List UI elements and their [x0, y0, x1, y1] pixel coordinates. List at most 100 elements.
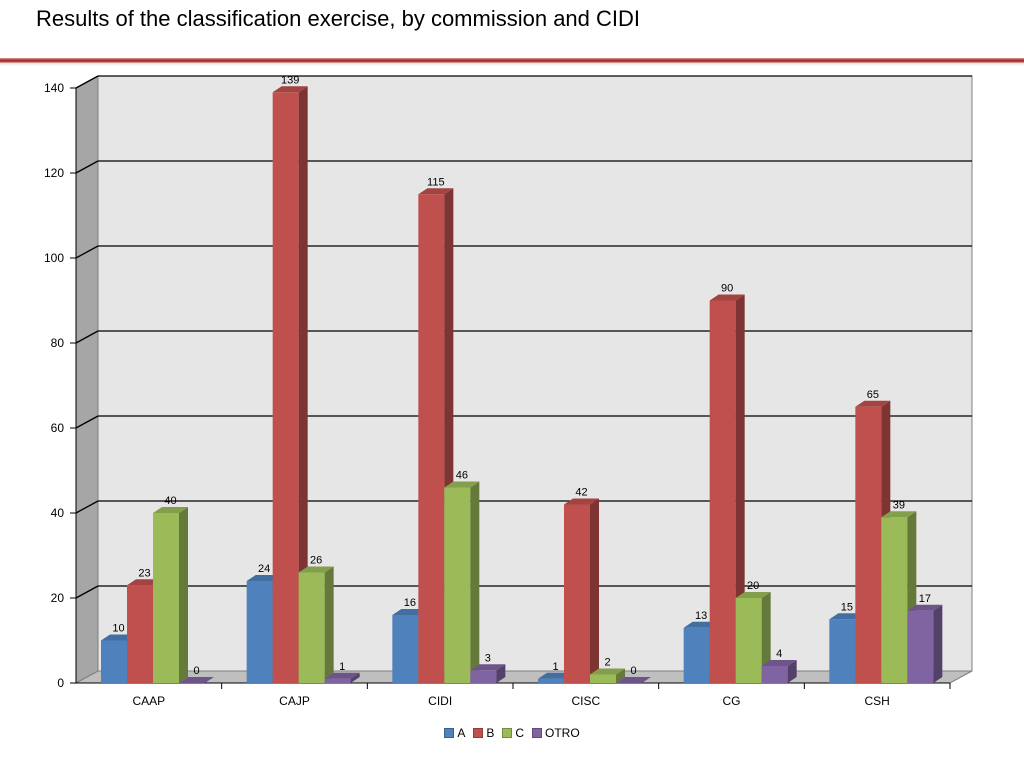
bar-OTRO-CG	[761, 666, 788, 683]
bar-A-CIDI	[392, 615, 419, 683]
legend-label: A	[457, 726, 466, 740]
data-label-B-CSH: 65	[867, 389, 879, 401]
bar-top-C-CIDI	[444, 481, 480, 488]
legend-swatch	[502, 728, 513, 738]
legend-swatch	[532, 728, 543, 738]
bar-top-C-CAAP	[153, 507, 188, 513]
y-tick-label: 20	[51, 591, 65, 605]
data-label-OTRO-CSH: 17	[919, 593, 931, 605]
data-label-A-CG: 13	[695, 610, 707, 622]
bar-top-C-CSH	[881, 511, 917, 518]
bar-side-B-CG	[735, 294, 745, 683]
bar-top-B-CIDI	[418, 188, 454, 195]
y-tick-label: 0	[57, 676, 64, 690]
legend-item-B: B	[473, 726, 494, 740]
bar-side-OTRO-CIDI	[496, 664, 506, 683]
data-label-C-CIDI: 46	[456, 470, 468, 482]
data-label-B-CIDI: 115	[427, 176, 445, 188]
x-tick-label: CSH	[864, 694, 889, 708]
legend-item-A: A	[444, 726, 465, 740]
gridline-side	[75, 500, 99, 514]
chart-back-wall	[97, 75, 973, 672]
data-label-C-CG: 20	[747, 580, 759, 592]
data-label-B-CAAP: 23	[138, 567, 150, 579]
data-label-C-CAJP: 26	[310, 555, 322, 567]
bar-C-CG	[735, 598, 762, 683]
bar-side-OTRO-CG	[787, 660, 797, 683]
bar-top-OTRO-CIDI	[470, 664, 506, 671]
bar-top-B-CG	[709, 294, 745, 301]
bar-C-CSH	[881, 517, 908, 683]
bar-A-CG	[683, 627, 710, 683]
gridline-side	[75, 585, 99, 599]
bar-C-CAAP	[153, 513, 179, 683]
title-divider	[0, 58, 1024, 63]
data-label-A-CAJP: 24	[258, 563, 270, 575]
legend-item-OTRO: OTRO	[532, 726, 580, 740]
bar-top-B-CSH	[855, 400, 891, 407]
x-tick-label: CG	[723, 694, 741, 708]
data-label-A-CSH: 15	[841, 601, 853, 613]
data-label-OTRO-CISC: 0	[630, 665, 636, 677]
bar-top-OTRO-CISC	[616, 677, 651, 683]
data-label-B-CAJP: 139	[281, 74, 299, 86]
bar-side-B-CISC	[590, 498, 599, 683]
bar-top-OTRO-CG	[761, 660, 797, 666]
bar-C-CISC	[590, 674, 616, 683]
bar-top-B-CISC	[564, 498, 599, 505]
y-tick-label: 80	[51, 336, 65, 350]
title-divider-shadow	[0, 63, 1024, 66]
bar-A-CSH	[829, 619, 856, 683]
data-label-OTRO-CAAP: 0	[193, 665, 199, 677]
bar-side-C-CAAP	[179, 507, 188, 683]
bar-B-CAJP	[272, 92, 299, 683]
y-tick-label: 120	[44, 166, 64, 180]
x-tick-label: CAJP	[279, 694, 310, 708]
x-tick-label: CIDI	[428, 694, 452, 708]
bar-B-CIDI	[418, 194, 445, 683]
y-tick-label: 100	[44, 251, 64, 265]
data-label-A-CIDI: 16	[404, 597, 416, 609]
bar-top-C-CG	[735, 592, 771, 598]
data-label-OTRO-CAJP: 1	[339, 661, 345, 673]
bar-top-C-CISC	[590, 668, 625, 675]
bar-side-OTRO-CAJP	[350, 672, 360, 683]
legend-label: C	[515, 726, 525, 740]
bar-side-C-CISC	[616, 668, 625, 683]
bar-B-CISC	[564, 504, 590, 683]
bar-side-OTRO-CSH	[933, 604, 943, 683]
bar-top-C-CAJP	[298, 566, 334, 573]
bar-top-OTRO-CAJP	[324, 672, 360, 679]
bar-top-OTRO-CSH	[907, 604, 943, 611]
bar-chart: 0204060801001201401023400CAAP24139261CAJ…	[44, 74, 973, 708]
bar-top-OTRO-CAAP	[179, 677, 214, 683]
gridline-side	[75, 75, 99, 89]
y-tick-label: 140	[44, 81, 64, 95]
bar-OTRO-CAJP	[324, 678, 351, 683]
chart-legend: A B C OTRO	[0, 726, 1024, 740]
y-tick-label: 60	[51, 421, 65, 435]
bar-C-CAJP	[298, 572, 325, 683]
bar-C-CIDI	[444, 487, 471, 683]
data-label-C-CAAP: 40	[164, 495, 176, 507]
data-label-C-CSH: 39	[893, 499, 905, 511]
data-label-B-CG: 90	[721, 283, 733, 295]
bar-side-C-CIDI	[470, 481, 480, 683]
bar-OTRO-CSH	[907, 610, 934, 683]
legend-swatch	[444, 728, 455, 738]
slide-title: Results of the classification exercise, …	[36, 6, 641, 31]
data-label-A-CISC: 1	[552, 661, 558, 673]
bar-side-B-CAJP	[298, 86, 308, 683]
bar-A-CISC	[538, 678, 564, 683]
data-label-A-CAAP: 10	[112, 623, 124, 635]
bar-side-C-CG	[761, 592, 771, 683]
gridline-side	[75, 330, 99, 344]
x-tick-label: CAAP	[132, 694, 165, 708]
gridline-side	[75, 415, 99, 429]
y-tick-label: 40	[51, 506, 65, 520]
bar-top-B-CAJP	[272, 86, 308, 93]
data-label-C-CISC: 2	[604, 657, 610, 669]
legend-label: B	[486, 726, 495, 740]
bar-OTRO-CIDI	[470, 670, 497, 683]
bar-B-CSH	[855, 406, 882, 683]
